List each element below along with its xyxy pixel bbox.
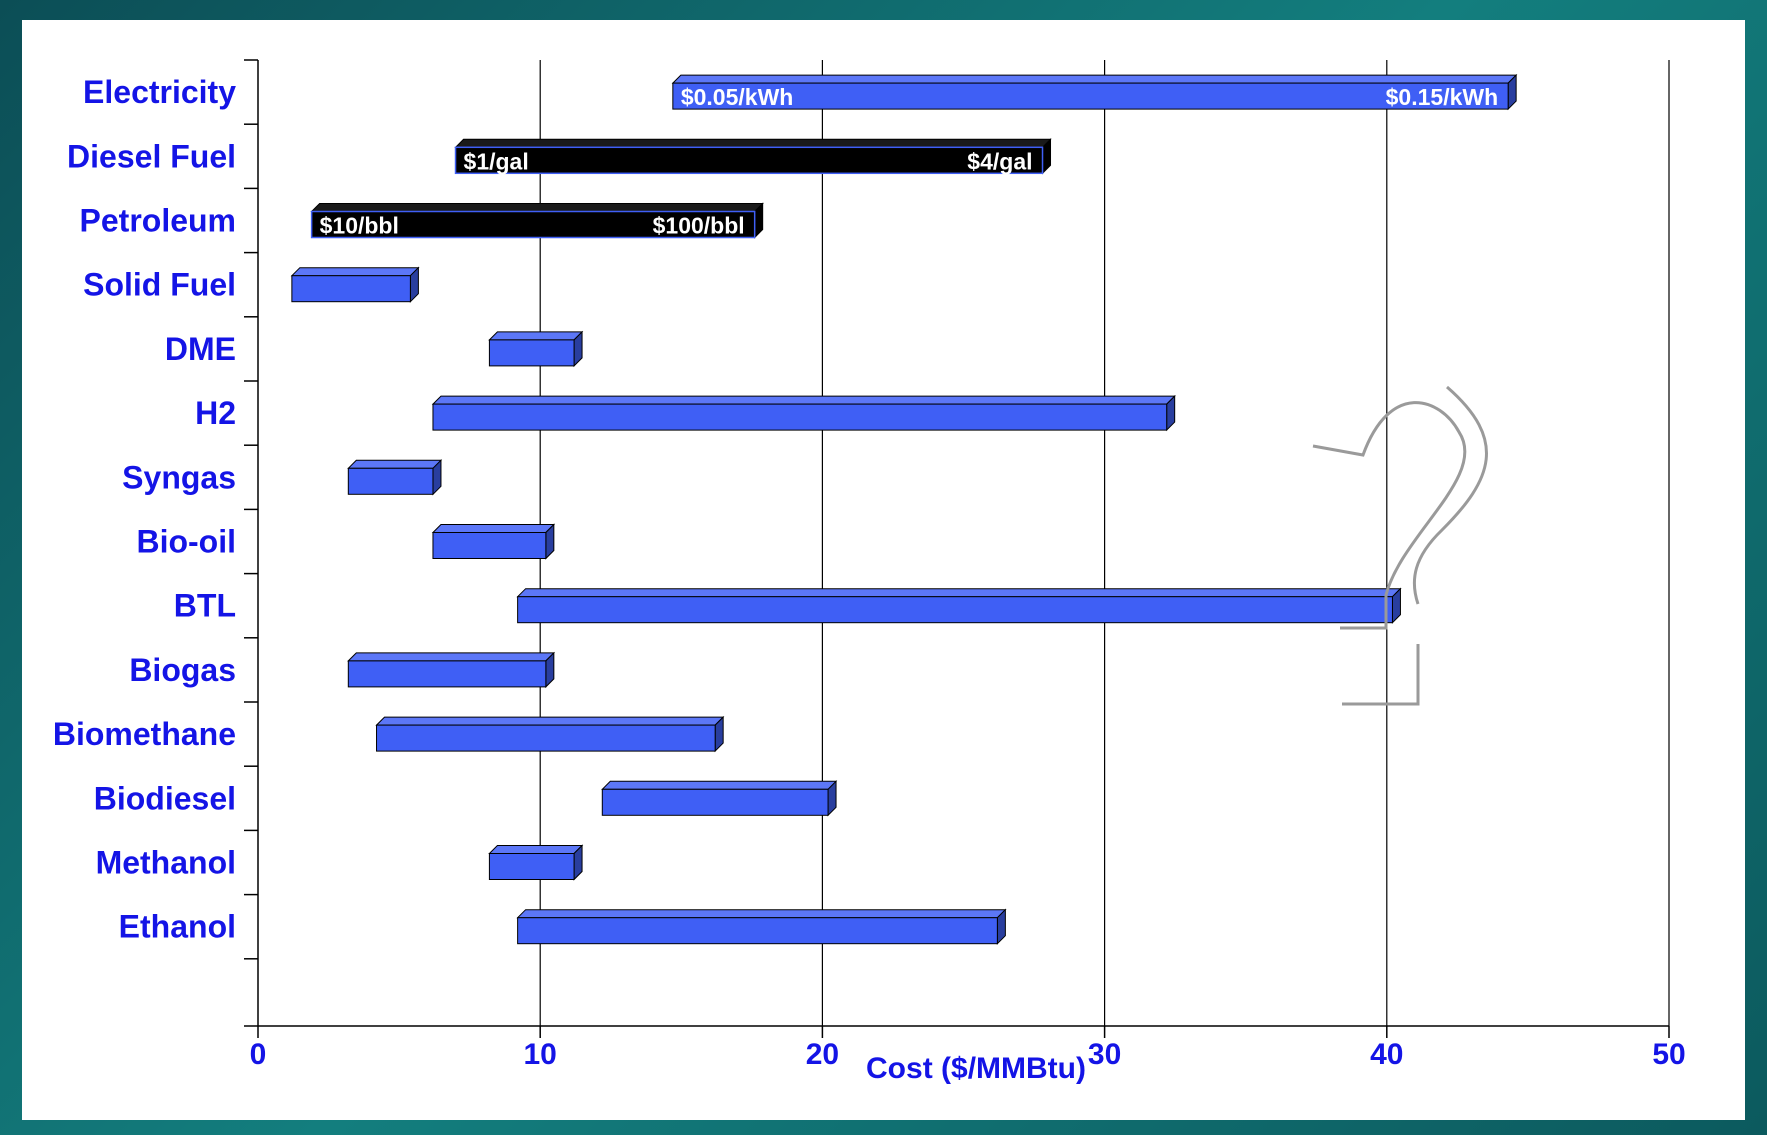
category-label: Bio-oil: [136, 524, 236, 560]
range-bar-top: [516, 909, 1007, 919]
x-tick-label: 40: [1370, 1038, 1403, 1071]
range-bar: [431, 523, 556, 560]
question-mark-graphic: [1312, 385, 1488, 706]
range-bar-top: [347, 459, 443, 469]
range-bar-top: [431, 524, 556, 533]
range-bar-front: [291, 275, 411, 303]
category-labels: Electricity Diesel Fuel Petroleum Solid Fue…: [53, 74, 236, 945]
x-tick-labels: 0 10 20 30 40 50: [250, 1038, 1686, 1071]
range-bar: $1/gal $4/gal: [454, 138, 1052, 175]
x-tick-label: 20: [806, 1038, 839, 1071]
range-low-label: $1/gal: [464, 148, 529, 174]
range-bar-front: [488, 853, 575, 880]
range-bar-top: [454, 138, 1052, 148]
range-bar: [290, 266, 420, 303]
range-low-label: $10/bbl: [320, 213, 399, 239]
question-mark-outer: [1312, 401, 1467, 630]
range-bar: $10/bbl $100/bbl: [310, 202, 764, 239]
range-bar-top: [488, 845, 584, 854]
range-bar: [488, 330, 584, 368]
category-label: Syngas: [122, 459, 236, 495]
range-bar-front: [347, 467, 434, 495]
category-label: Methanol: [96, 845, 236, 881]
axes: [244, 59, 1670, 1038]
range-high-label: $4/gal: [967, 148, 1032, 174]
fuel-cost-chart: $0.05/kWh $0.15/kWh$1/gal $4/gal$10/bbl $10…: [53, 59, 1686, 1085]
category-label: DME: [165, 331, 236, 367]
range-bar: [601, 780, 838, 817]
range-bar-top: [290, 267, 420, 277]
range-bar-top: [601, 780, 838, 790]
range-bars: $0.05/kWh $0.15/kWh$1/gal $4/gal$10/bbl $10…: [290, 73, 1518, 945]
category-label: Petroleum: [80, 203, 236, 239]
x-tick-label: 10: [524, 1038, 557, 1071]
range-bar: [431, 394, 1176, 432]
category-label: Solid Fuel: [83, 267, 236, 303]
range-bar: $0.05/kWh $0.15/kWh: [671, 73, 1518, 111]
range-bar-front: [432, 532, 547, 559]
category-label: H2: [195, 395, 236, 431]
category-label: Electricity: [83, 74, 236, 110]
x-axis-title: Cost ($/MMBtu): [866, 1052, 1086, 1085]
range-bar-front: [601, 788, 829, 816]
range-bar-front: [347, 660, 547, 688]
range-bar: [516, 908, 1007, 945]
category-label: BTL: [174, 588, 236, 624]
range-bar: [375, 715, 725, 753]
slide-frame: $0.05/kWh $0.15/kWh $1/gal $4/gal $10/bbl $10…: [22, 20, 1745, 1120]
x-tick-label: 50: [1652, 1038, 1685, 1071]
range-bar-front: [517, 917, 998, 945]
range-bar-top: [516, 588, 1402, 598]
category-label: Biogas: [129, 652, 236, 688]
category-label: Biodiesel: [94, 780, 236, 816]
range-bar: [347, 459, 443, 496]
range-bar: [488, 844, 584, 881]
range-low-label: $0.05/kWh: [681, 84, 794, 110]
question-mark-dot: [1342, 644, 1420, 706]
category-label: Ethanol: [119, 909, 236, 945]
range-bar-top: [671, 74, 1518, 84]
category-label: Biomethane: [53, 716, 236, 752]
range-bar-top: [347, 652, 556, 662]
range-bar-front: [488, 339, 575, 367]
range-bar-front: [432, 403, 1168, 431]
range-high-label: $100/bbl: [653, 213, 745, 239]
question-mark-inner: [1412, 385, 1488, 605]
range-bar-top: [310, 203, 764, 212]
range-bar-front: [517, 596, 1393, 624]
range-bar-top: [375, 716, 725, 726]
range-bar-top: [488, 331, 584, 341]
range-bar-front: [310, 210, 756, 239]
range-bar-front: [454, 146, 1044, 175]
category-label: Diesel Fuel: [67, 138, 236, 174]
range-bar-top: [431, 395, 1176, 405]
range-bar: [516, 587, 1402, 624]
range-high-label: $0.15/kWh: [1386, 84, 1499, 110]
x-tick-label: 0: [250, 1038, 267, 1071]
x-tick-label: 30: [1088, 1038, 1121, 1071]
range-bar-front: [376, 724, 716, 752]
range-bar: [347, 651, 556, 689]
range-bar-front: [672, 82, 1509, 110]
